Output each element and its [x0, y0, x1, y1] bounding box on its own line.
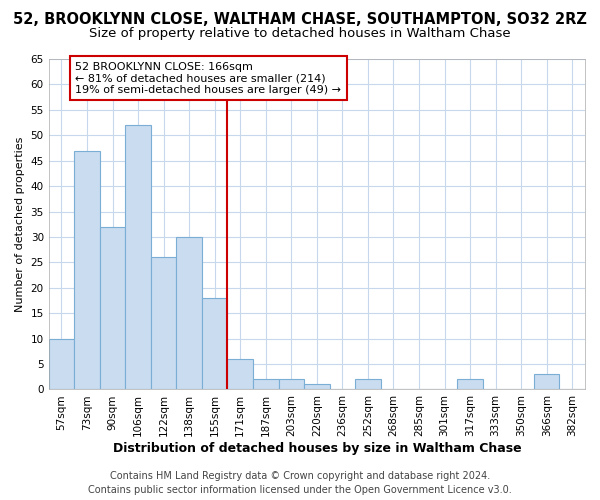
Text: 52 BROOKLYNN CLOSE: 166sqm
← 81% of detached houses are smaller (214)
19% of sem: 52 BROOKLYNN CLOSE: 166sqm ← 81% of deta… [76, 62, 341, 94]
Bar [304, 384, 329, 390]
Bar [227, 359, 253, 390]
Bar [278, 380, 304, 390]
Bar [534, 374, 559, 390]
Text: Size of property relative to detached houses in Waltham Chase: Size of property relative to detached ho… [89, 28, 511, 40]
Y-axis label: Number of detached properties: Number of detached properties [15, 136, 25, 312]
Bar [125, 125, 151, 390]
Bar [74, 150, 100, 390]
Bar [151, 258, 176, 390]
Bar [49, 338, 74, 390]
Bar [355, 380, 380, 390]
Bar [202, 298, 227, 390]
Bar [176, 237, 202, 390]
Bar [457, 380, 483, 390]
Text: 52, BROOKLYNN CLOSE, WALTHAM CHASE, SOUTHAMPTON, SO32 2RZ: 52, BROOKLYNN CLOSE, WALTHAM CHASE, SOUT… [13, 12, 587, 28]
X-axis label: Distribution of detached houses by size in Waltham Chase: Distribution of detached houses by size … [113, 442, 521, 455]
Text: Contains HM Land Registry data © Crown copyright and database right 2024.
Contai: Contains HM Land Registry data © Crown c… [88, 471, 512, 495]
Bar [100, 227, 125, 390]
Bar [253, 380, 278, 390]
